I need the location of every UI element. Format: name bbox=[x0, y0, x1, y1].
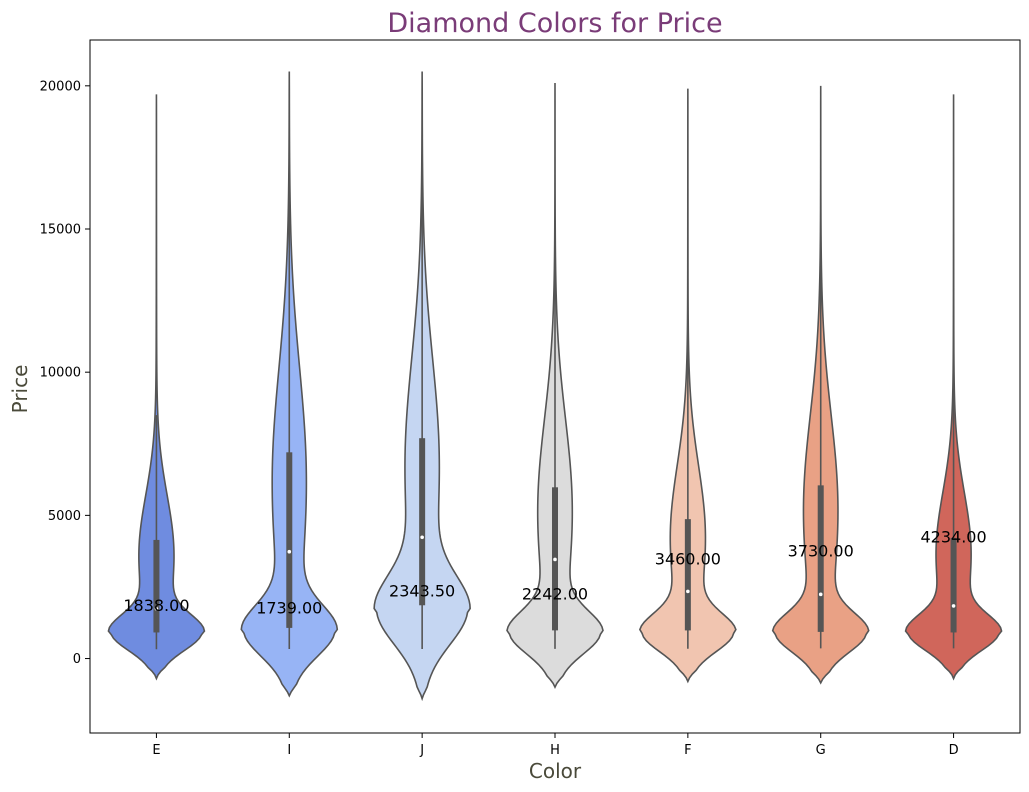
median-dot-I bbox=[287, 549, 292, 554]
median-label-E: 1838.00 bbox=[123, 596, 189, 615]
median-label-G: 3730.00 bbox=[788, 542, 854, 561]
iqr-box-G bbox=[817, 485, 824, 632]
median-dot-J bbox=[420, 535, 424, 540]
median-dot-E bbox=[154, 606, 159, 611]
iqr-box-I bbox=[286, 452, 293, 628]
median-label-H: 2242.00 bbox=[522, 584, 588, 603]
x-tick-label: D bbox=[949, 743, 959, 758]
iqr-box-D bbox=[950, 537, 957, 633]
median-label-J: 2343.50 bbox=[389, 581, 455, 600]
y-axis: 0 5000 10000 15000 20000 bbox=[40, 79, 90, 667]
median-label-D: 4234.00 bbox=[920, 527, 986, 546]
chart-title: Diamond Colors for Price bbox=[387, 8, 722, 39]
median-label-F: 3460.00 bbox=[655, 549, 721, 568]
x-tick-label: F bbox=[684, 743, 691, 758]
violin-E bbox=[107, 94, 206, 681]
x-axis-title: Color bbox=[529, 759, 582, 783]
y-tick-label: 15000 bbox=[40, 223, 81, 238]
x-tick-label: J bbox=[419, 743, 424, 758]
median-dot-H bbox=[553, 557, 557, 562]
inner-box-group bbox=[153, 188, 957, 650]
y-axis-title: Price bbox=[8, 365, 32, 414]
median-label-I: 1739.00 bbox=[256, 599, 322, 618]
iqr-box-J bbox=[419, 438, 426, 606]
y-tick-label: 20000 bbox=[40, 79, 81, 94]
x-tick-label: E bbox=[152, 743, 160, 758]
y-tick-label: 5000 bbox=[48, 509, 81, 524]
violin-D bbox=[904, 94, 1003, 681]
median-dot-G bbox=[818, 592, 823, 597]
y-tick-label: 10000 bbox=[40, 366, 81, 381]
median-dot-F bbox=[686, 589, 690, 594]
median-dot-D bbox=[951, 604, 956, 608]
median-label-group: 1838.00 1739.00 2343.50 2242.00 3460.00 3730.… bbox=[123, 527, 986, 617]
x-tick-label: H bbox=[550, 743, 560, 758]
x-tick-label: I bbox=[287, 743, 291, 758]
iqr-box-E bbox=[153, 539, 160, 633]
x-tick-label: G bbox=[816, 743, 826, 758]
iqr-box-F bbox=[684, 519, 691, 631]
y-tick-label: 0 bbox=[73, 652, 81, 667]
